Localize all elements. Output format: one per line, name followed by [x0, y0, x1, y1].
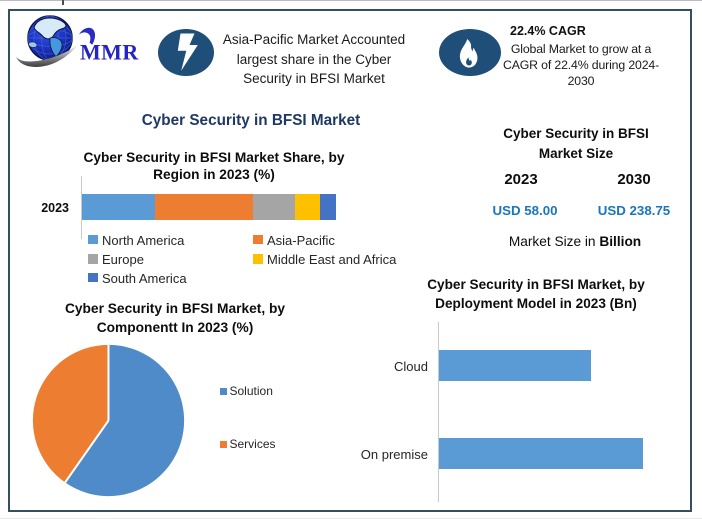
svg-text:MMR: MMR	[80, 40, 139, 65]
